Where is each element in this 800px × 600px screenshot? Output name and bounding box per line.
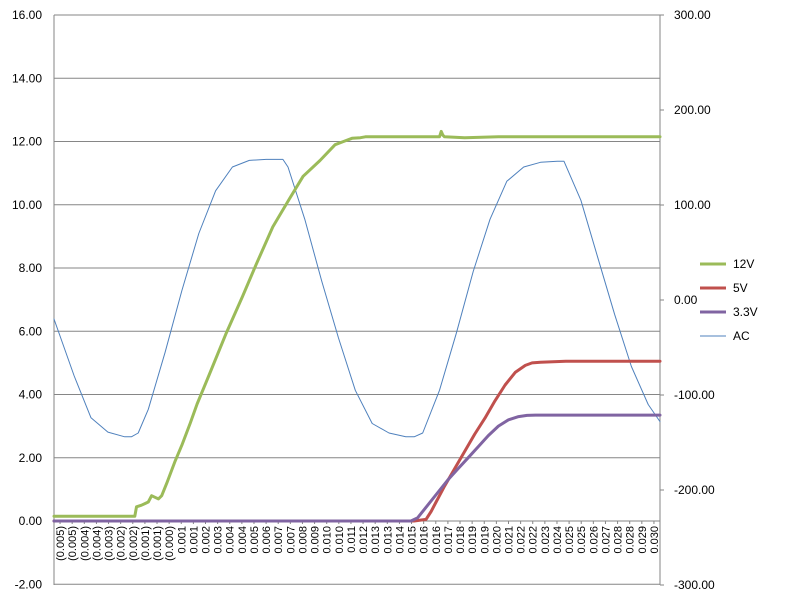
x-tick-label: 0.007 <box>273 526 285 554</box>
x-axis: (0.005) (0.005) (0.004) (0.004) (0.003) (0.00… <box>54 520 661 561</box>
x-tick-label: 0.012 <box>358 526 370 554</box>
x-tick-label: 0.026 <box>588 526 600 554</box>
x-tick-label: (0.000) <box>164 526 176 561</box>
y-tick-label-right: -200.00 <box>674 483 715 497</box>
y-tick-label-right: -100.00 <box>674 388 715 402</box>
x-tick-label: 0.013 <box>370 526 382 554</box>
x-tick-label: 0.004 <box>237 526 249 554</box>
x-tick-label: 0.002 <box>201 526 213 554</box>
legend-label: 5V <box>733 281 748 295</box>
x-tick-label: (0.001) <box>140 526 152 561</box>
y-tick-label-left: -2.00 <box>15 577 43 591</box>
y-tick-label-left: 8.00 <box>19 261 43 275</box>
x-tick-label: 0.022 <box>516 526 528 554</box>
x-tick-label: 0.010 <box>334 526 346 554</box>
x-tick-label: 0.028 <box>613 526 625 554</box>
x-tick-label: (0.005) <box>67 526 79 561</box>
x-tick-label: (0.003) <box>104 526 116 561</box>
series-layer <box>52 129 662 523</box>
x-tick-label: (0.001) <box>152 526 164 561</box>
x-tick-label: 0.005 <box>249 526 261 554</box>
y-tick-label-left: 12.00 <box>12 135 42 149</box>
y-tick-label-left: 16.00 <box>12 8 42 22</box>
x-tick-label: (0.004) <box>79 526 91 561</box>
legend-label: 3.3V <box>733 305 758 319</box>
y-axis-right: -300.00 -200.00 -100.00 0.00 100.00 200.00 300… <box>660 8 715 592</box>
x-tick-label: 0.022 <box>528 526 540 554</box>
x-tick-label: 0.009 <box>310 526 322 554</box>
legend-label: 12V <box>733 257 754 271</box>
series-line-5v <box>52 359 662 523</box>
y-tick-label-right: 200.00 <box>674 103 711 117</box>
y-tick-label-left: 6.00 <box>19 324 43 338</box>
series-line-ac <box>53 158 661 438</box>
y-tick-label-left: 4.00 <box>19 388 43 402</box>
x-tick-label: 0.007 <box>285 526 297 554</box>
y-tick-label-left: 2.00 <box>19 451 43 465</box>
x-tick-label: 0.006 <box>261 526 273 554</box>
x-tick-label: 0.028 <box>625 526 637 554</box>
x-tick-label: 0.011 <box>346 526 358 553</box>
legend-label: AC <box>733 329 750 343</box>
y-tick-label-left: 10.00 <box>12 198 42 212</box>
series-line-3-3v <box>52 413 662 523</box>
x-tick-label: 0.008 <box>297 526 309 554</box>
x-tick-label: 0.018 <box>455 526 467 554</box>
x-tick-label: 0.027 <box>600 526 612 554</box>
y-tick-label-right: -300.00 <box>674 578 715 592</box>
series-line-12v <box>52 129 662 518</box>
y-tick-label-left: 0.00 <box>19 514 43 528</box>
x-tick-label: 0.001 <box>176 526 188 554</box>
y-tick-label-right: 300.00 <box>674 8 711 22</box>
y-axis-left: -2.00 0.00 2.00 4.00 6.00 8.00 10.00 12.00 14.00… <box>12 8 42 591</box>
x-tick-label: (0.002) <box>116 526 128 561</box>
x-tick-label: 0.017 <box>443 526 455 554</box>
y-tick-label-right: 0.00 <box>674 293 698 307</box>
y-tick-label-left: 14.00 <box>12 71 42 85</box>
x-tick-label: 0.024 <box>552 526 564 554</box>
legend: 12V 5V 3.3V AC <box>700 257 758 343</box>
x-tick-label: 0.025 <box>564 526 576 554</box>
y-tick-label-right: 100.00 <box>674 198 711 212</box>
x-tick-label: 0.010 <box>322 526 334 554</box>
x-tick-label: 0.021 <box>504 526 516 554</box>
x-tick-label: 0.003 <box>213 526 225 554</box>
x-tick-label: 0.015 <box>407 526 419 554</box>
x-tick-label: 0.029 <box>637 526 649 554</box>
x-tick-label: 0.019 <box>479 526 491 554</box>
x-tick-label: 0.016 <box>419 526 431 554</box>
x-tick-label: 0.014 <box>394 526 406 554</box>
x-tick-label: 0.016 <box>431 526 443 554</box>
x-tick-label: 0.004 <box>225 526 237 554</box>
x-tick-label: (0.004) <box>91 526 103 561</box>
x-tick-label: 0.023 <box>540 526 552 554</box>
x-tick-label: 0.013 <box>382 526 394 554</box>
x-tick-label: 0.030 <box>649 526 661 554</box>
x-tick-label: 0.020 <box>491 526 503 554</box>
x-tick-label: 0.019 <box>467 526 479 554</box>
x-tick-label: 0.025 <box>576 526 588 554</box>
x-tick-label: 0.001 <box>188 526 200 554</box>
x-tick-label: (0.005) <box>55 526 67 561</box>
x-tick-label: (0.002) <box>128 526 140 561</box>
